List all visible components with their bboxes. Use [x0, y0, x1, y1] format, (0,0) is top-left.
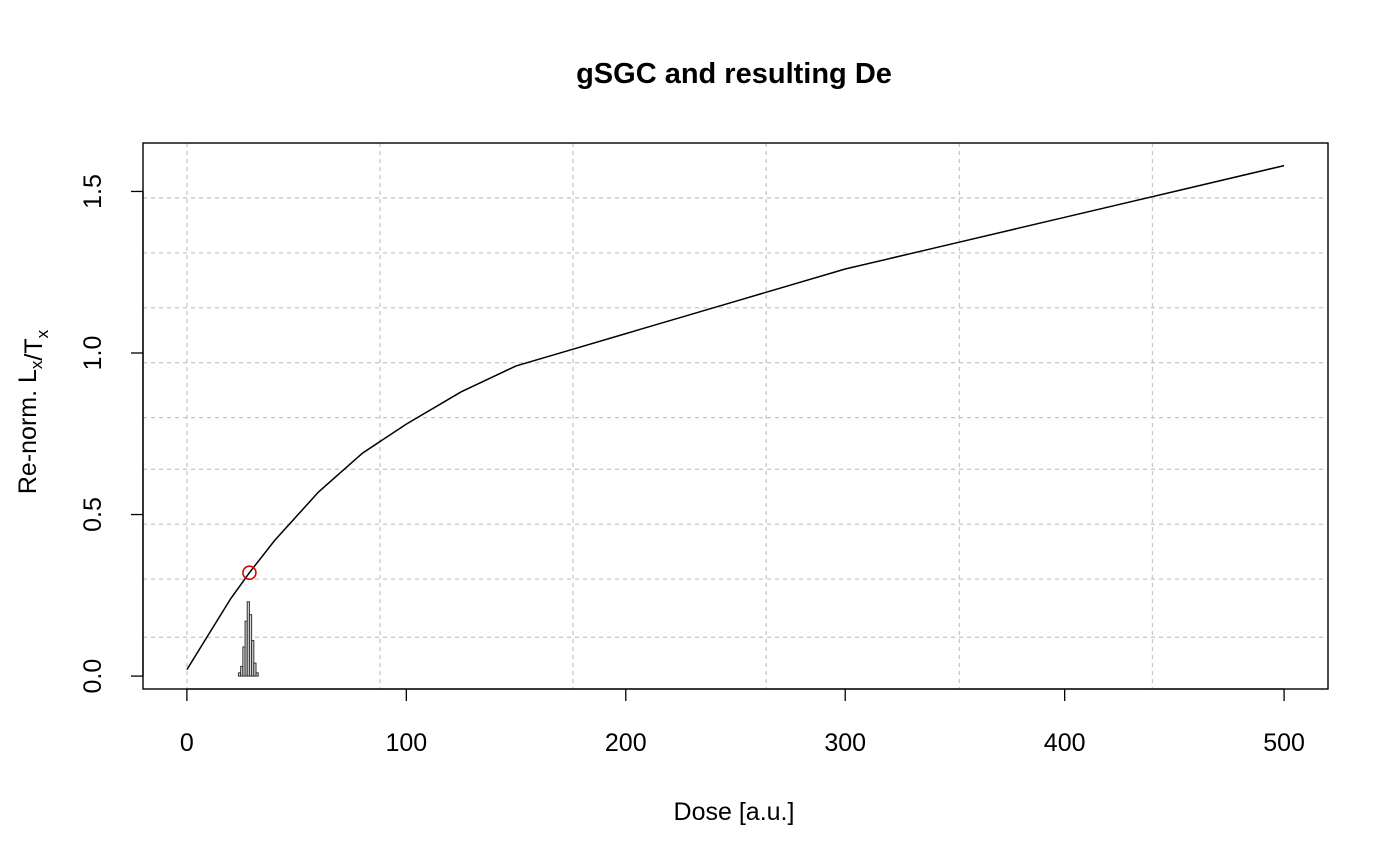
growth-curve	[186, 164, 1285, 670]
x-tick-label: 200	[605, 729, 647, 757]
y-tick-label: 0.5	[79, 497, 107, 532]
histogram-bar	[251, 640, 255, 677]
y-tick-label: 1.0	[79, 336, 107, 371]
y-axis-label-part: /T	[20, 338, 48, 360]
y-axis-label-subscript: x	[27, 360, 46, 369]
y-tick-label: 0.0	[79, 659, 107, 694]
y-axis-label-subscript: x	[33, 329, 52, 338]
x-tick-label: 0	[180, 729, 194, 757]
y-axis-label: Re-norm. Lx/Tx	[14, 329, 52, 494]
de-point	[242, 565, 257, 580]
chart-title: gSGC and resulting De	[576, 58, 892, 90]
plot-frame	[142, 142, 1329, 690]
x-tick-label: 100	[385, 729, 427, 757]
x-axis: 0 100 200 300 400 500	[180, 688, 1305, 757]
y-axis-label-part: L	[14, 369, 42, 383]
y-tick-label: 1.5	[79, 174, 107, 209]
histogram-bar	[253, 662, 257, 677]
x-axis-label: Dose [a.u.]	[674, 798, 795, 826]
x-tick-label: 500	[1263, 729, 1305, 757]
y-axis-label-prefix: Re-norm.	[14, 383, 42, 494]
histogram-bar	[255, 672, 259, 677]
grid	[143, 143, 1328, 689]
x-tick-label: 400	[1044, 729, 1086, 757]
plot-marks	[186, 164, 1285, 677]
x-tick-label: 300	[824, 729, 866, 757]
y-axis: 0.0 0.5 1.0 1.5	[79, 174, 144, 694]
